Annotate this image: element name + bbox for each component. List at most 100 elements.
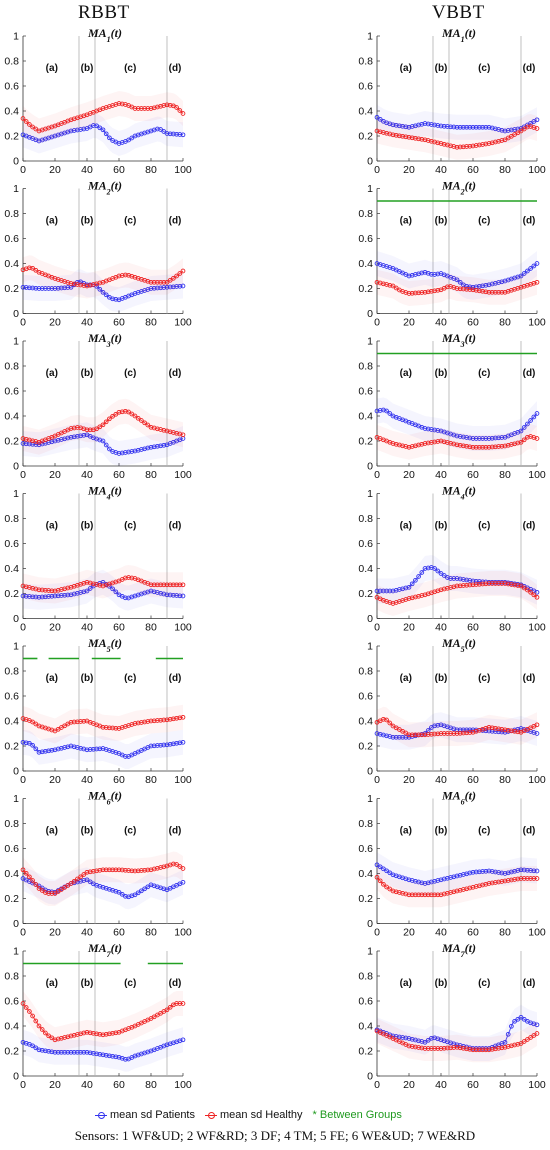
y-tick-label: 0.4 bbox=[4, 106, 19, 118]
data-point-patients bbox=[454, 873, 460, 879]
data-point-patients bbox=[496, 435, 501, 441]
data-point-healthy bbox=[139, 418, 144, 423]
panel-rbbt-sensor-7: 0 0.2 0.4 0.6 0.8 1 0 20 40 60 80 100 MA7(t) (a) (b) (c… bbox=[4, 941, 192, 1091]
data-point-healthy bbox=[493, 1046, 498, 1052]
y-tick-label: 0.4 bbox=[358, 258, 373, 270]
data-point-healthy bbox=[110, 1030, 115, 1036]
data-point-healthy bbox=[499, 879, 505, 884]
y-tick-label: 0.8 bbox=[4, 666, 19, 678]
data-point-healthy bbox=[145, 106, 151, 111]
data-point-patients bbox=[480, 869, 485, 874]
data-point-healthy bbox=[470, 1047, 476, 1053]
data-point-healthy bbox=[167, 1004, 173, 1010]
data-point-patients bbox=[461, 577, 466, 582]
data-point-healthy bbox=[419, 290, 425, 295]
data-point-patients bbox=[49, 593, 55, 599]
data-point-healthy bbox=[512, 728, 517, 734]
y-tick-label: 0.2 bbox=[358, 131, 373, 143]
data-point-patients bbox=[518, 428, 524, 434]
data-point-healthy bbox=[409, 732, 415, 738]
data-point-healthy bbox=[94, 426, 99, 432]
phase-label: (a) bbox=[46, 673, 58, 684]
data-point-healthy bbox=[23, 119, 29, 124]
data-point-healthy bbox=[84, 283, 90, 289]
y-tick-label: 0.8 bbox=[4, 361, 19, 373]
data-point-patients bbox=[521, 425, 527, 430]
data-point-patients bbox=[515, 1016, 521, 1022]
data-point-patients bbox=[432, 427, 437, 433]
y-tick-label: 0.8 bbox=[358, 208, 373, 220]
data-point-patients bbox=[39, 286, 45, 291]
data-point-healthy bbox=[23, 870, 29, 876]
y-tick-label: 0.4 bbox=[358, 411, 373, 423]
data-point-healthy bbox=[174, 430, 179, 436]
legend: mean sd Patients mean sd Healthy * Betwe… bbox=[95, 1109, 406, 1121]
data-point-patients bbox=[78, 590, 83, 595]
data-point-healthy bbox=[432, 1046, 437, 1051]
phase-label: (d) bbox=[523, 216, 536, 227]
data-point-healthy bbox=[480, 288, 485, 294]
data-point-healthy bbox=[435, 1046, 441, 1051]
data-point-patients bbox=[43, 1048, 48, 1054]
mean-line-patients bbox=[22, 1039, 184, 1061]
y-tick-label: 0 bbox=[13, 613, 19, 625]
data-point-healthy bbox=[393, 285, 399, 291]
data-point-patients bbox=[387, 588, 393, 594]
data-point-healthy bbox=[486, 444, 492, 450]
data-point-healthy bbox=[139, 106, 144, 111]
data-point-patients bbox=[454, 1042, 460, 1048]
data-point-healthy bbox=[477, 444, 482, 450]
data-point-healthy bbox=[62, 885, 67, 890]
panel-rbbt-sensor-4: 0 0.2 0.4 0.6 0.8 1 0 20 40 60 80 100 MA4(t) (a) (b) (c… bbox=[4, 484, 192, 634]
data-point-patients bbox=[390, 734, 396, 740]
panel-title: MA7(t) bbox=[441, 941, 476, 959]
data-point-healthy bbox=[432, 731, 437, 737]
panel-vbbt-sensor-5: 0 0.2 0.4 0.6 0.8 1 0 20 40 60 80 100 MA5(t) (a) (b) (c… bbox=[358, 636, 546, 786]
mean-line-patients bbox=[376, 263, 538, 288]
data-point-healthy bbox=[489, 1046, 495, 1052]
data-point-patients bbox=[374, 114, 380, 120]
data-point-patients bbox=[425, 1037, 431, 1043]
data-point-healthy bbox=[167, 716, 173, 722]
data-point-healthy bbox=[451, 1045, 457, 1050]
x-tick-label: 40 bbox=[81, 774, 93, 786]
y-tick-label: 0.6 bbox=[4, 386, 19, 398]
data-point-healthy bbox=[171, 275, 176, 281]
data-point-patients bbox=[171, 741, 176, 747]
data-point-patients bbox=[161, 442, 167, 448]
data-point-healthy bbox=[97, 280, 103, 286]
data-point-patients bbox=[489, 435, 495, 441]
data-point-patients bbox=[461, 872, 466, 877]
data-point-patients bbox=[400, 1035, 405, 1040]
data-point-patients bbox=[374, 588, 380, 594]
data-point-patients bbox=[43, 594, 48, 600]
data-point-healthy bbox=[419, 136, 425, 142]
sd-band-patients bbox=[377, 555, 537, 605]
data-point-healthy bbox=[97, 424, 103, 430]
data-point-healthy bbox=[461, 286, 466, 292]
data-point-healthy bbox=[525, 876, 530, 881]
data-point-healthy bbox=[78, 282, 83, 288]
data-point-healthy bbox=[68, 426, 74, 431]
data-point-patients bbox=[110, 296, 115, 302]
data-point-healthy bbox=[448, 1045, 453, 1051]
data-point-patients bbox=[422, 121, 428, 126]
data-point-patients bbox=[177, 740, 183, 746]
x-tick-label: 80 bbox=[499, 164, 511, 176]
y-tick-label: 1 bbox=[367, 946, 373, 958]
data-point-patients bbox=[480, 283, 485, 289]
data-point-healthy bbox=[59, 887, 64, 892]
data-point-healthy bbox=[68, 281, 74, 286]
data-point-healthy bbox=[177, 108, 183, 113]
data-point-healthy bbox=[409, 290, 415, 296]
x-tick-label: 40 bbox=[435, 1079, 447, 1091]
phase-label: (c) bbox=[124, 63, 136, 74]
data-point-healthy bbox=[406, 291, 412, 296]
data-point-healthy bbox=[486, 1047, 492, 1053]
data-point-patients bbox=[78, 745, 83, 751]
data-point-healthy bbox=[119, 101, 125, 107]
data-point-patients bbox=[461, 124, 466, 130]
y-tick-label: 1 bbox=[13, 488, 19, 500]
data-point-healthy bbox=[496, 289, 501, 295]
data-point-patients bbox=[33, 285, 39, 291]
